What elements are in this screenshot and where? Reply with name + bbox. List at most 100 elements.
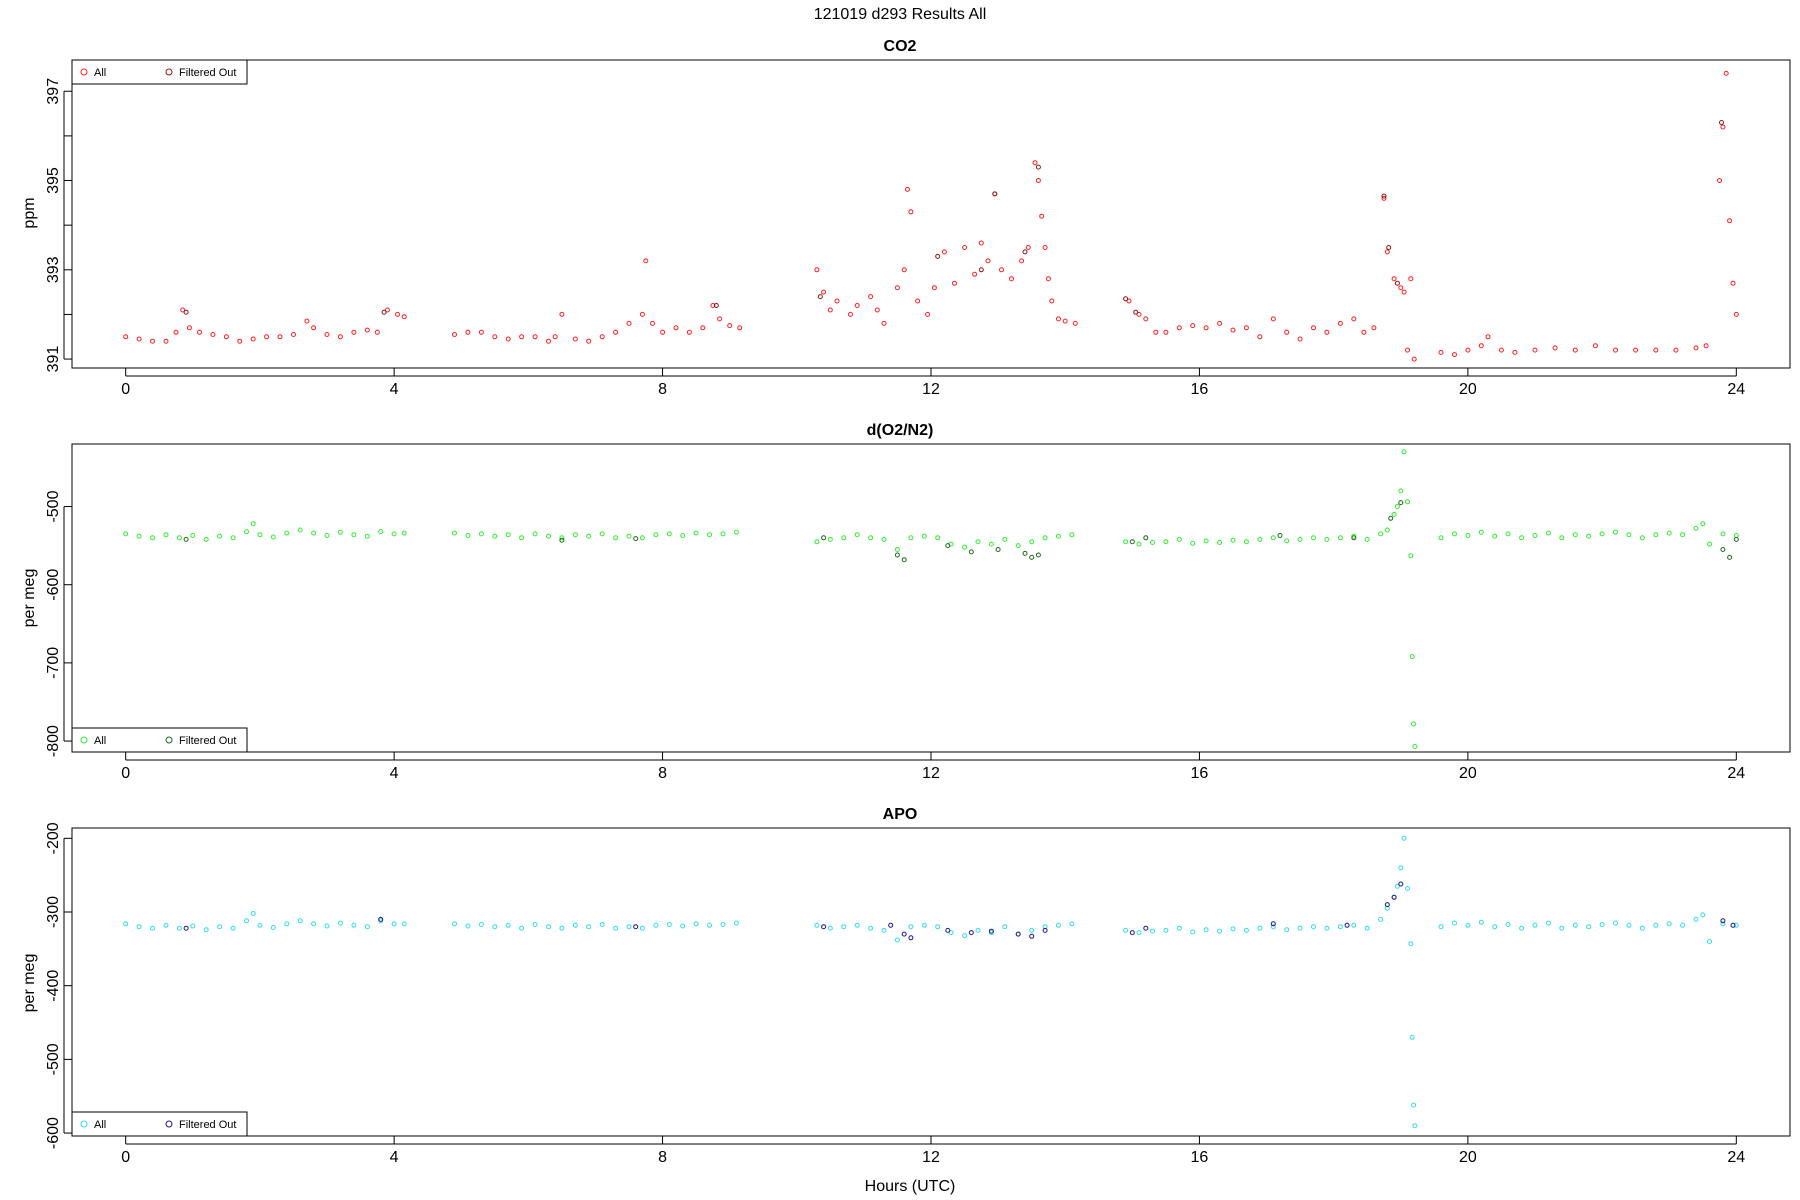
legend-box (71, 59, 248, 85)
data-point (1069, 532, 1075, 538)
data-point (1123, 927, 1129, 933)
data-point (190, 923, 196, 929)
data-point (978, 240, 984, 246)
data-point (163, 532, 169, 538)
data-point (1559, 925, 1565, 931)
y-tick-label: -400 (45, 970, 62, 1002)
data-point (894, 285, 900, 291)
data-point (1136, 311, 1142, 317)
data-point (244, 918, 249, 924)
data-point (1505, 531, 1511, 537)
series-o2n2-all (123, 449, 1739, 749)
data-point (237, 338, 243, 344)
data-point (381, 309, 387, 315)
x-tick-label: 24 (1727, 765, 1745, 782)
data-point (1438, 535, 1444, 541)
data-point (123, 334, 129, 340)
data-point (995, 547, 1001, 552)
data-point (1505, 922, 1511, 927)
data-point (264, 334, 270, 340)
data-point (1337, 924, 1343, 930)
data-point (324, 923, 330, 929)
data-point (186, 325, 192, 331)
data-point (1512, 349, 1518, 355)
data-point (1351, 922, 1357, 928)
data-point (532, 922, 538, 927)
data-point (975, 539, 981, 545)
data-point (1586, 533, 1592, 539)
data-point (1176, 925, 1182, 931)
data-point (183, 536, 189, 542)
x-tick-label: 12 (922, 381, 940, 398)
data-point (1730, 280, 1736, 286)
data-point (478, 922, 484, 927)
data-point (1626, 532, 1632, 538)
data-point (613, 535, 619, 541)
data-point (1465, 533, 1471, 538)
legend-marker (80, 68, 88, 76)
data-point (1150, 540, 1155, 545)
data-point (401, 530, 407, 536)
data-point (1613, 347, 1618, 353)
data-point (1351, 535, 1357, 541)
data-point (1022, 550, 1028, 556)
data-point (952, 280, 957, 286)
data-point (894, 547, 900, 552)
data-point (1284, 927, 1290, 933)
data-point (277, 334, 283, 340)
data-point (1270, 535, 1276, 541)
data-point (1032, 160, 1038, 166)
data-point (854, 922, 860, 928)
data-point (1384, 249, 1390, 255)
data-point (230, 535, 236, 541)
series-co2-filtered (183, 120, 1724, 315)
data-point (841, 924, 847, 930)
data-point (519, 535, 525, 541)
data-point (1270, 924, 1276, 930)
data-point (1723, 70, 1729, 76)
data-point (915, 298, 921, 304)
data-point (1035, 164, 1041, 170)
data-point (1408, 553, 1414, 559)
data-point (814, 267, 820, 273)
data-point (492, 334, 498, 340)
data-point (1693, 345, 1699, 351)
data-point (1703, 343, 1709, 349)
plot-frame-co2 (71, 59, 1791, 369)
data-point (1394, 280, 1400, 286)
data-point (1693, 525, 1699, 531)
data-point (727, 323, 733, 329)
data-point (1277, 533, 1283, 538)
data-point (311, 325, 317, 331)
data-point (1042, 245, 1048, 250)
data-point (452, 332, 457, 337)
data-point (908, 935, 914, 941)
x-axis-label: Hours (UTC) (865, 1178, 956, 1195)
data-point (546, 924, 551, 930)
data-point (868, 535, 874, 541)
data-point (173, 329, 179, 335)
data-point (163, 338, 169, 344)
data-point (136, 336, 142, 342)
data-point (985, 258, 991, 264)
data-point (123, 921, 129, 927)
data-point (717, 316, 723, 322)
legend-entry-label: All (94, 735, 106, 747)
data-point (1230, 537, 1236, 543)
data-point (935, 924, 941, 930)
data-point (1592, 343, 1598, 349)
series-o2n2-filtered (183, 500, 1739, 563)
data-point (1361, 329, 1367, 335)
data-point (881, 536, 887, 542)
data-point (183, 925, 189, 931)
data-point (1129, 930, 1135, 936)
legend-co2: All Filtered Out (71, 59, 248, 85)
data-point (1545, 920, 1551, 926)
data-point (1270, 921, 1276, 927)
data-point (1123, 296, 1129, 302)
data-point (1693, 916, 1699, 922)
legend-entry-label: All (94, 67, 106, 79)
data-point (1391, 894, 1397, 900)
data-point (1720, 124, 1726, 130)
data-point (1408, 941, 1414, 947)
